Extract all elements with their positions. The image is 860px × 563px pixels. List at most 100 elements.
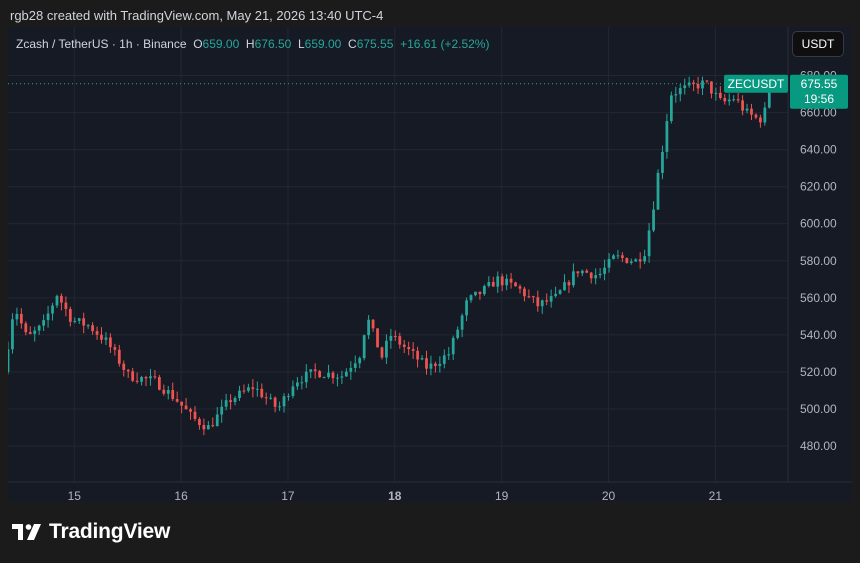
candle-body — [166, 390, 170, 394]
low-label: L — [297, 37, 305, 51]
candle-body — [576, 271, 580, 274]
chart-panel[interactable]: 480.00 500.00 520.00 540.00 560.00 580.00 600.… — [8, 27, 852, 502]
candle-body — [652, 209, 655, 231]
last-price-value: 675.55 — [801, 77, 838, 91]
last-price-badge — [790, 74, 848, 109]
time-tick-label: 19 — [495, 489, 509, 502]
candle-body — [233, 398, 237, 403]
candle-body — [629, 261, 633, 264]
candle-body — [754, 114, 758, 118]
candle-body — [674, 94, 678, 96]
candle-body — [135, 380, 139, 382]
candle-body — [255, 388, 259, 390]
candle-body — [692, 82, 695, 84]
open-value: 659.00 — [202, 37, 240, 51]
candle-body — [269, 397, 273, 399]
candle-body — [385, 340, 388, 358]
candle-body — [353, 363, 357, 368]
tradingview-logo-icon — [12, 524, 41, 540]
candle-body — [322, 377, 326, 379]
candle-body — [407, 346, 411, 350]
candle-body — [287, 395, 290, 397]
high-value: 676.50 — [254, 37, 292, 51]
candle-body — [100, 334, 103, 340]
price-tick-label: 500.00 — [800, 402, 837, 416]
high-label: H — [245, 37, 255, 51]
candle-body — [336, 377, 339, 379]
chart-caption: rgb28 created with TradingView.com, May … — [10, 8, 384, 23]
candle-body — [429, 363, 433, 369]
candle-body — [64, 302, 68, 309]
candle-body — [24, 323, 28, 333]
symbol-badge — [724, 74, 788, 93]
candle-body — [122, 363, 126, 370]
candle-body — [126, 369, 130, 372]
candle-body — [741, 100, 744, 111]
candle-body — [696, 83, 700, 89]
candle-body — [86, 325, 90, 327]
candle-body — [42, 320, 45, 326]
candle-body — [344, 371, 348, 377]
candle-body — [661, 151, 664, 173]
candle-body — [420, 358, 424, 360]
candle-body — [434, 363, 437, 366]
candle-body — [563, 282, 566, 291]
candle-body — [82, 318, 86, 326]
candle-body — [665, 121, 669, 152]
candle-body — [514, 282, 517, 287]
candle-body — [327, 372, 330, 378]
candle-body — [723, 98, 727, 102]
candle-body — [425, 358, 428, 369]
price-tick-label: 660.00 — [800, 106, 837, 120]
candle-body — [309, 369, 313, 372]
candle-body — [451, 337, 455, 355]
candle-body — [171, 390, 175, 400]
candle-body — [607, 258, 611, 268]
candle-body — [647, 230, 651, 257]
candle-body — [536, 297, 540, 307]
candle-body — [705, 80, 709, 82]
candle-body — [638, 259, 642, 262]
tradingview-brand[interactable]: TradingView — [12, 520, 170, 544]
currency-button[interactable]: USDT — [792, 31, 844, 57]
candle-body — [318, 371, 322, 378]
candle-body — [527, 296, 531, 298]
candle-body — [202, 425, 206, 430]
candle-body — [531, 296, 535, 298]
candle-body — [193, 411, 197, 419]
candle-body — [304, 371, 308, 383]
candle-body — [442, 355, 446, 364]
candle-body — [296, 382, 299, 387]
candle-body — [714, 92, 718, 94]
candle-body — [500, 276, 504, 286]
candle-body — [362, 335, 366, 359]
candle-body — [8, 349, 10, 372]
close-value: 675.55 — [356, 37, 394, 51]
price-tick-label: 540.00 — [800, 328, 837, 342]
candle-body — [300, 382, 304, 384]
candle-body — [358, 358, 362, 364]
candle-body — [153, 376, 157, 378]
change-value: +16.61 (+2.52%) — [400, 37, 490, 51]
candle-body — [340, 376, 344, 378]
candle-body — [545, 300, 549, 302]
price-tick-label: 620.00 — [800, 180, 837, 194]
candle-body — [460, 315, 464, 330]
candle-body — [767, 87, 771, 108]
candle-body — [411, 349, 415, 351]
candle-body — [77, 318, 81, 321]
candle-body — [73, 320, 77, 322]
candle-body — [634, 259, 638, 262]
candle-body — [656, 172, 660, 210]
candle-body — [162, 389, 166, 394]
time-tick-label: 15 — [68, 489, 82, 502]
candle-body — [759, 117, 762, 123]
candle-body — [28, 332, 32, 334]
candle-body — [598, 273, 602, 276]
candle-body — [51, 305, 54, 314]
candle-body — [380, 347, 384, 358]
candle-body — [68, 308, 72, 322]
candlestick-chart[interactable]: 480.00 500.00 520.00 540.00 560.00 580.00 600.… — [8, 27, 852, 502]
candle-body — [247, 387, 250, 391]
candle-body — [282, 396, 286, 407]
